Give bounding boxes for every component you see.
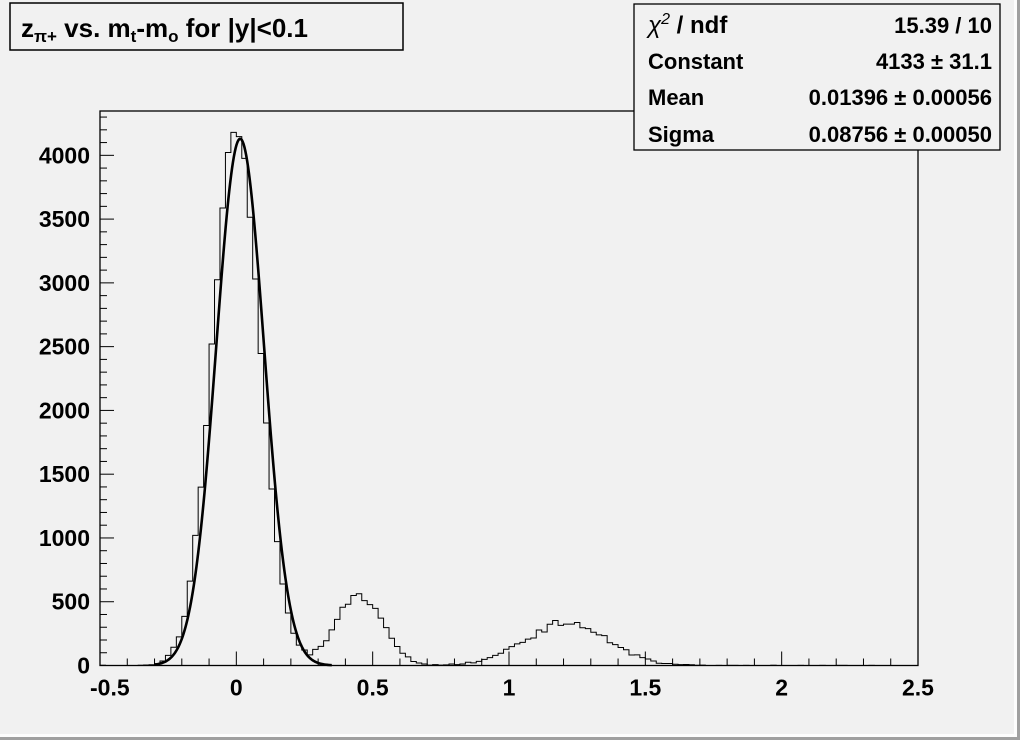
svg-text:Mean: Mean	[648, 85, 704, 110]
svg-text:500: 500	[52, 589, 90, 615]
svg-text:1.5: 1.5	[629, 675, 661, 701]
svg-text:Sigma: Sigma	[648, 122, 715, 147]
svg-text:χ2 / ndf: χ2 / ndf	[646, 11, 728, 39]
svg-text:0.5: 0.5	[357, 675, 389, 701]
svg-text:3000: 3000	[39, 270, 90, 296]
svg-text:2: 2	[775, 675, 788, 701]
svg-text:0: 0	[77, 653, 90, 679]
svg-text:1500: 1500	[39, 461, 90, 487]
svg-text:2000: 2000	[39, 397, 90, 423]
svg-text:2500: 2500	[39, 334, 90, 360]
svg-text:2.5: 2.5	[902, 675, 934, 701]
svg-text:3500: 3500	[39, 206, 90, 232]
svg-text:15.39 / 10: 15.39 / 10	[894, 13, 992, 38]
svg-text:1: 1	[503, 675, 516, 701]
svg-text:1000: 1000	[39, 525, 90, 551]
svg-text:0.08756 ± 0.00050: 0.08756 ± 0.00050	[809, 122, 992, 147]
svg-text:4000: 4000	[39, 142, 90, 168]
svg-text:Constant: Constant	[648, 49, 744, 74]
svg-text:-0.5: -0.5	[90, 675, 130, 701]
svg-text:0.01396 ± 0.00056: 0.01396 ± 0.00056	[809, 85, 992, 110]
svg-text:zπ+ vs. mt-mo for |y|<0.1: zπ+ vs. mt-mo for |y|<0.1	[21, 13, 308, 46]
svg-text:4133 ± 31.1: 4133 ± 31.1	[876, 49, 992, 74]
svg-text:0: 0	[230, 675, 243, 701]
